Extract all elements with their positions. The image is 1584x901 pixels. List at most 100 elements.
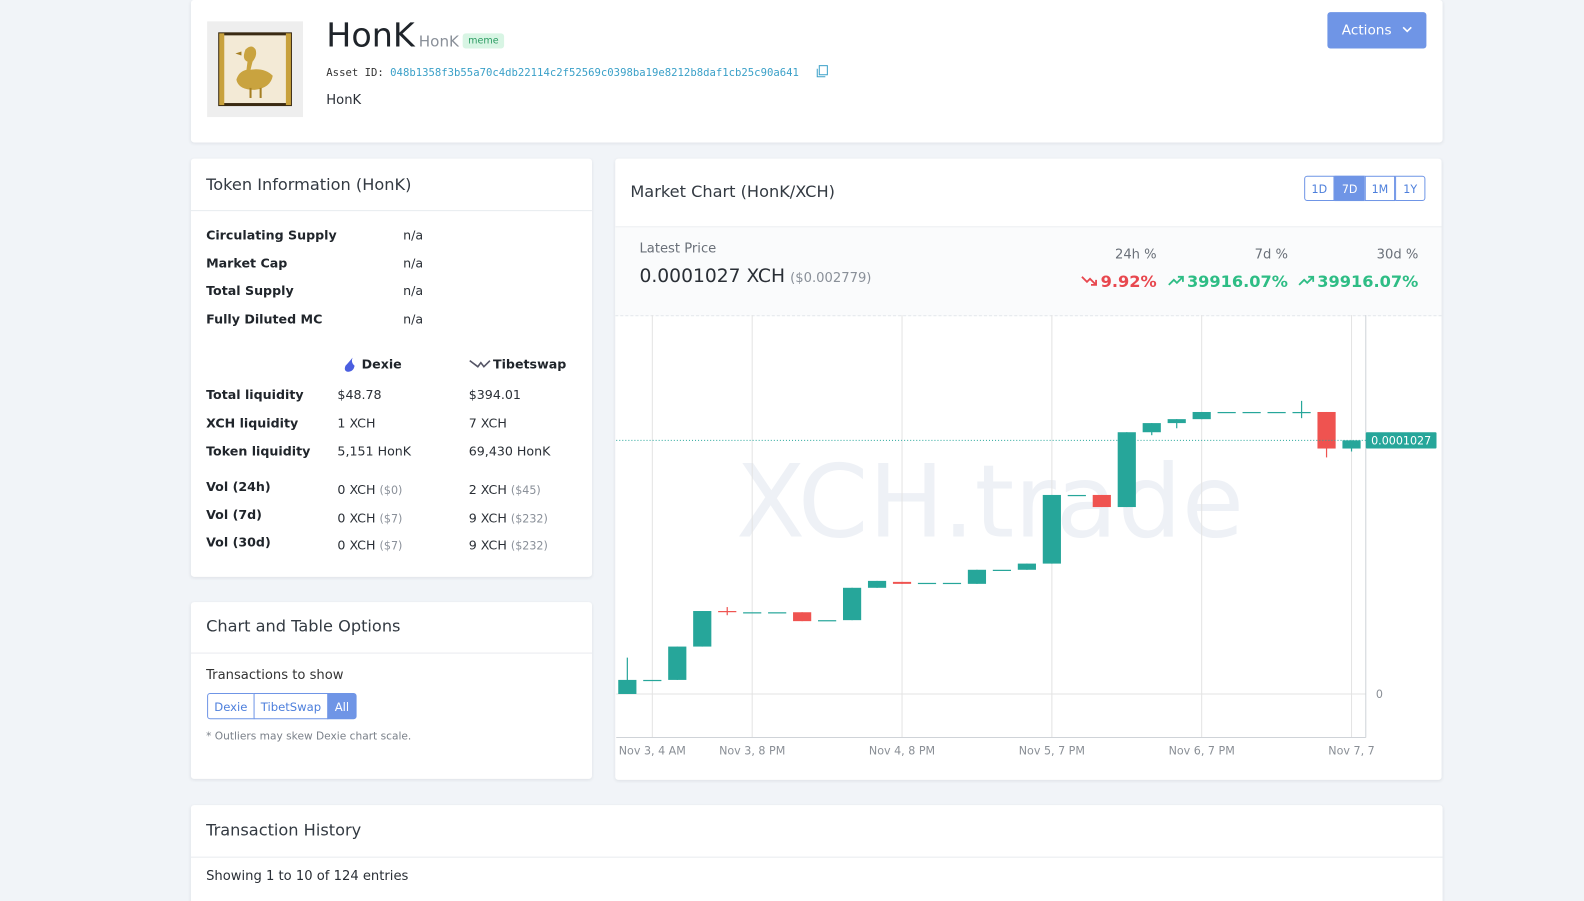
y-tick-label: 0 (1376, 688, 1383, 701)
range-button[interactable]: 1M (1364, 175, 1396, 202)
latest-label: Latest Price (639, 241, 717, 257)
stat-number: 39916.07% (1186, 271, 1289, 291)
market-card: Market Chart (HonK/XCH) 1D 7D 1M 1Y Late… (615, 158, 1442, 780)
range-button[interactable]: 1Y (1395, 175, 1426, 202)
token-info-card: Token Information (HonK) Circulating Sup… (190, 158, 592, 577)
volume-value: 0 XCH (337, 509, 376, 525)
candle-body (1217, 411, 1236, 414)
watermark: XCH.trade (736, 442, 1244, 560)
range-button[interactable]: 7D (1334, 175, 1365, 202)
filter-button[interactable]: Dexie (207, 692, 255, 720)
volume-cell: 9 XCH ($232) (469, 534, 548, 553)
volume-usd: ($232) (510, 511, 548, 525)
liquidity-value: 5,151 HonK (337, 443, 412, 459)
stat-label: 7d % (1254, 247, 1289, 263)
candle-body (1092, 494, 1111, 508)
card-title: Market Chart (HonK/XCH) (630, 181, 835, 202)
volume-usd: ($232) (510, 539, 548, 553)
exchange-header: Dexie (361, 356, 402, 372)
range-button[interactable]: 1D (1304, 175, 1335, 202)
volume-cell: 9 XCH ($232) (469, 507, 548, 526)
candle-body (867, 580, 887, 588)
info-label: Fully Diluted MC (206, 310, 323, 326)
candle-body (992, 569, 1012, 571)
dexie-icon (344, 357, 355, 372)
x-tick-label: Nov 4, 8 PM (869, 745, 935, 758)
info-label: Market Cap (206, 255, 288, 271)
volume-label: Vol (24h) (206, 478, 271, 494)
candle-body (793, 612, 812, 622)
candle-body (1242, 411, 1261, 414)
volume-usd: ($0) (379, 483, 403, 498)
liquidity-label: XCH liquidity (206, 415, 299, 431)
actions-label[interactable]: Actions (1341, 22, 1392, 39)
stat-label: 24h % (1114, 247, 1157, 263)
candle-body (1192, 411, 1211, 420)
copy-icon[interactable] (815, 65, 829, 79)
liquidity-label: Total liquidity (206, 386, 304, 403)
candle-body (1142, 423, 1161, 433)
stat-value: 39916.07% (1298, 272, 1418, 291)
filter-button[interactable]: All (327, 692, 357, 720)
candle-body (1167, 419, 1186, 424)
candle-body (1017, 563, 1036, 570)
asset-id-row: Asset ID: 048b1358f3b55a70c4db22114c2f52… (326, 65, 829, 79)
candle-body (768, 612, 787, 614)
volume-value: 0 XCH (337, 481, 376, 498)
options-label: Transactions to show (206, 667, 344, 683)
x-tick-label: Nov 6, 7 PM (1169, 745, 1235, 758)
asset-avatar (207, 21, 304, 118)
candle-body (1292, 411, 1311, 414)
candle-body (917, 582, 937, 585)
stat-number: 9.92% (1100, 271, 1157, 291)
asset-header: HonK HonK meme Asset ID: 048b1358f3b55a7… (190, 0, 1443, 143)
last-price-tag (1365, 432, 1437, 449)
candle-body (967, 569, 987, 584)
exchange-header: Tibetswap (492, 356, 567, 372)
volume-cell: 2 XCH ($45) (469, 479, 541, 498)
asset-id-label: Asset ID: (326, 66, 384, 79)
stats-panel: Latest Price 0.0001027 XCH ($0.002779) 2… (615, 226, 1442, 317)
divider (190, 856, 1443, 858)
volume-cell: 0 XCH ($7) (337, 534, 402, 553)
divider (190, 210, 592, 212)
options-note: * Outliers may skew Dexie chart scale. (206, 730, 412, 743)
last-price-label: 0.0001027 (1371, 434, 1431, 447)
candle-body (643, 679, 662, 682)
candle-body (892, 581, 912, 584)
info-value: n/a (403, 255, 424, 271)
trend-icon (1168, 275, 1184, 286)
asset-id[interactable]: 048b1358f3b55a70c4db22114c2f52569c0398ba… (390, 66, 799, 79)
liquidity-value: 69,430 HonK (468, 443, 551, 459)
asset-tag: meme (463, 33, 504, 49)
stat-number: 39916.07% (1317, 271, 1419, 291)
candle-body (842, 587, 862, 621)
x-tick-label: Nov 7, 7 (1328, 745, 1374, 758)
x-tick-label: Nov 3, 4 AM (619, 745, 686, 758)
liquidity-value: $48.78 (337, 386, 382, 403)
liquidity-label: Token liquidity (206, 443, 311, 459)
candle-body (1067, 494, 1086, 497)
actions-button[interactable]: Actions (1327, 12, 1427, 49)
info-label: Total Supply (206, 282, 294, 299)
liquidity-value: 7 XCH (468, 415, 507, 431)
latest-usd: ($0.002779) (790, 270, 872, 286)
stat-value: 9.92% (1081, 271, 1157, 291)
x-tick-label: Nov 3, 8 PM (719, 745, 785, 758)
asset-description: HonK (326, 92, 362, 109)
volume-value: 0 XCH (337, 537, 376, 553)
trend-icon (1081, 276, 1098, 286)
volume-usd: ($7) (379, 511, 403, 525)
candle-body (718, 611, 737, 613)
trend-icon (1298, 275, 1315, 286)
stat-value: 39916.07% (1168, 272, 1288, 291)
latest-price: 0.0001027 XCH (639, 265, 786, 287)
candle-body (1317, 411, 1336, 449)
info-value: n/a (403, 282, 424, 299)
title-row: HonK HonK meme (326, 15, 504, 55)
candle-body (942, 582, 962, 585)
candle-body (668, 646, 687, 680)
filter-button[interactable]: TibetSwap (253, 692, 329, 720)
info-value: n/a (403, 310, 424, 326)
